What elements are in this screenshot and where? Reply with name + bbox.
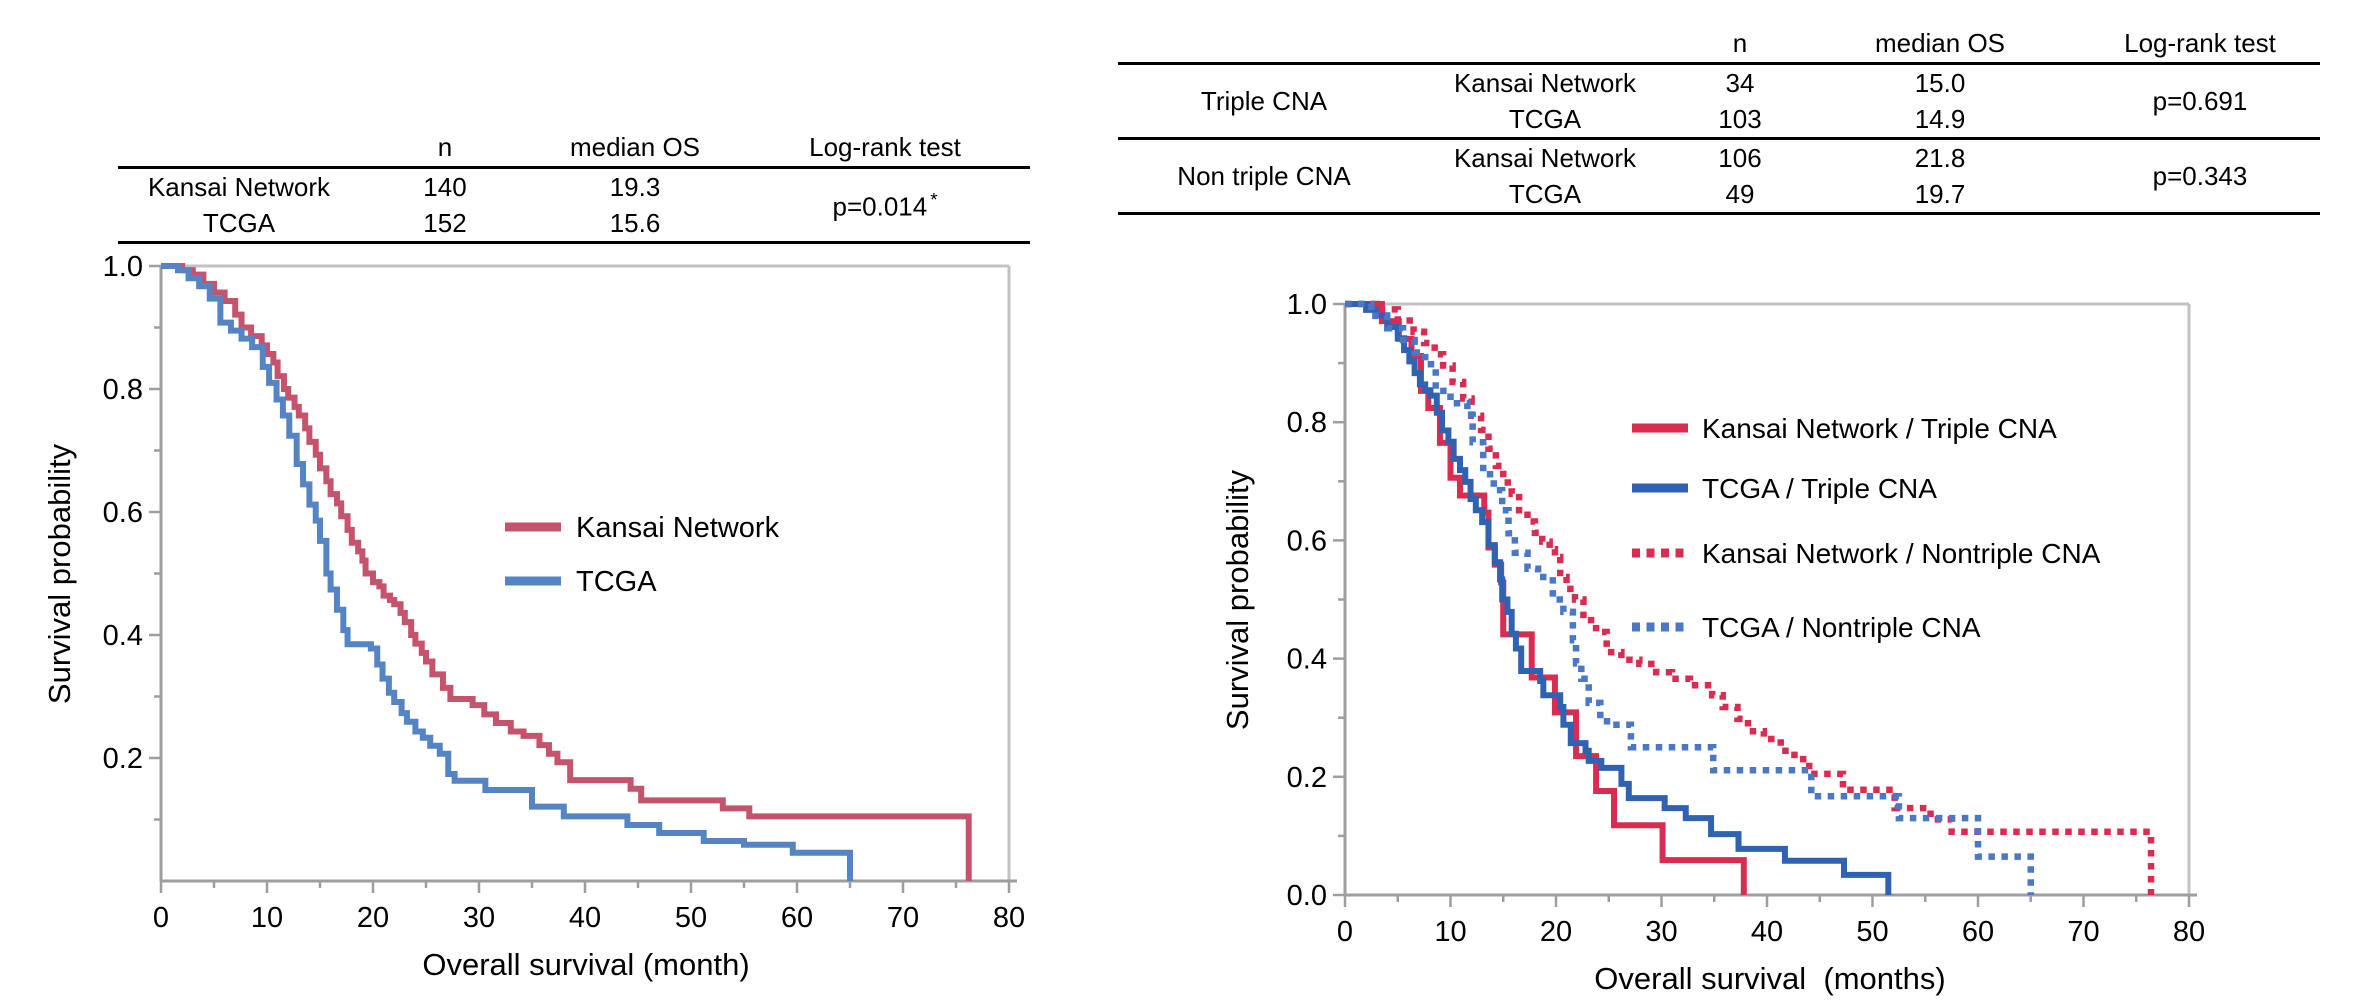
left-stats-table: n median OS Log-rank test Kansai Network… [118,128,1030,244]
header-logrank: Log-rank test [740,128,1030,169]
n-value: 106 [1680,137,1800,176]
y-tick-label: 0.4 [103,620,143,652]
x-tick-label: 40 [1751,916,1783,948]
legend-label-kansai-network-nontriple-cna: Kansai Network / Nontriple CNA [1702,538,2101,569]
x-tick-label: 60 [1962,916,1994,948]
x-tick-label: 80 [2173,916,2205,948]
header-blank [1118,24,1410,65]
table-row: TCGA 103 14.9 [1118,101,2320,139]
n-value: 152 [423,208,467,238]
y-tick-label: 0.6 [103,497,143,529]
cohort-label: Kansai Network [1410,137,1680,176]
significance-star: * [930,188,938,210]
y-tick-label: 1.0 [1287,289,1327,321]
legend-label-tcga-triple-cna: TCGA / Triple CNA [1702,473,1937,504]
table-row: Kansai Network 140 19.3 p=0.014 * [118,168,1030,219]
y-tick-label: 0.8 [103,374,143,406]
cohort-label: Kansai Network [1453,68,1637,98]
y-tick-label: 0.8 [1287,407,1327,439]
table-row: Triple CNA Kansai Network 34 15.0 p=0.69… [1118,64,2320,114]
n-value: 103 [1718,104,1762,134]
header-logrank: Log-rank test [2080,24,2320,65]
x-tick-label: 20 [357,902,389,934]
median-os-value: 21.8 [1800,137,2080,176]
x-tick-label: 0 [153,902,169,934]
x-tick-label: 50 [675,902,707,934]
median-os-value: 19.3 [609,172,661,202]
x-axis-title: Overall survival (months) [1594,961,1945,996]
km-curve-tcga-nontriple-cna [1345,300,2034,895]
median-os-value: 15.0 [1914,68,1966,98]
header-blank [118,128,360,169]
header-median-os: median OS [530,128,740,169]
cohort-label: Kansai Network [147,172,331,202]
y-axis-title: Survival probability [42,443,77,704]
header-median-os: median OS [1800,24,2080,65]
n-value: 49 [1725,179,1755,209]
x-tick-label: 10 [1434,916,1466,948]
median-os-value: 15.6 [609,208,661,238]
table-row: TCGA 49 19.7 [1118,176,2320,214]
table-row: TCGA 152 15.6 [118,205,1030,243]
km-chart-overall: 0 10 20 30 40 50 60 70 80 1.0 0.8 0.6 0.4 0.2 Overall … [42,251,1025,982]
median-os-value: 14.9 [1914,104,1966,134]
x-axis-title: Overall survival (month) [422,947,749,982]
group-label: Non triple CNA [1118,137,1410,214]
y-axis-title: Survival probability [1220,469,1255,730]
group-label: Triple CNA [1200,86,1328,116]
km-curve-kansai-network-nontriple-cna [1345,300,2155,895]
x-tick-label: 40 [569,902,601,934]
x-tick-label: 80 [993,902,1025,934]
n-value: 140 [423,172,467,202]
y-tick-label: 0.0 [1287,880,1327,912]
header-n: n [1680,24,1800,65]
p-value: p=0.014 * [832,188,938,222]
x-tick-label: 50 [1856,916,1888,948]
header-blank [1410,24,1680,65]
legend-label-kansai-network-triple-cna: Kansai Network / Triple CNA [1702,413,2057,444]
km-curve-tcga-triple-cna [1345,301,1892,895]
legend-label-tcga: TCGA [576,566,657,598]
median-os-value: 19.7 [1914,179,1966,209]
x-tick-label: 70 [887,902,919,934]
cohort-label: TCGA [1508,179,1582,209]
right-stats-table: n median OS Log-rank test Triple CNA Kan… [1118,24,2320,215]
p-value: p=0.343 [2080,137,2320,214]
legend-label-tcga-nontriple-cna: TCGA / Nontriple CNA [1702,612,1981,643]
km-chart-by-cna: 0 10 20 30 40 50 60 70 80 1.0 0.8 0.6 0.4 0.2 0.0 Overa… [1220,289,2205,996]
p-value: p=0.691 [2152,86,2248,116]
x-tick-label: 70 [2067,916,2099,948]
y-tick-label: 0.2 [103,743,143,775]
table-header-row: n median OS Log-rank test [1118,24,2320,65]
header-n: n [360,128,530,169]
cohort-label: TCGA [202,208,276,238]
x-tick-label: 0 [1337,916,1353,948]
cohort-label: TCGA [1508,104,1582,134]
y-tick-label: 0.6 [1287,525,1327,557]
table-row: Non triple CNA Kansai Network 106 21.8 p… [1118,137,2320,214]
x-tick-label: 20 [1540,916,1572,948]
km-curve-tcga [161,263,853,881]
y-tick-label: 1.0 [103,251,143,283]
x-tick-label: 10 [251,902,283,934]
table-header-row: n median OS Log-rank test [118,128,1030,169]
y-tick-label: 0.4 [1287,644,1327,676]
x-tick-label: 30 [1645,916,1677,948]
x-tick-label: 30 [463,902,495,934]
y-tick-label: 0.2 [1287,762,1327,794]
x-tick-label: 60 [781,902,813,934]
legend-label-kansai-network: Kansai Network [576,512,780,544]
n-value: 34 [1725,68,1755,98]
km-curve-kansai-network [161,263,972,881]
